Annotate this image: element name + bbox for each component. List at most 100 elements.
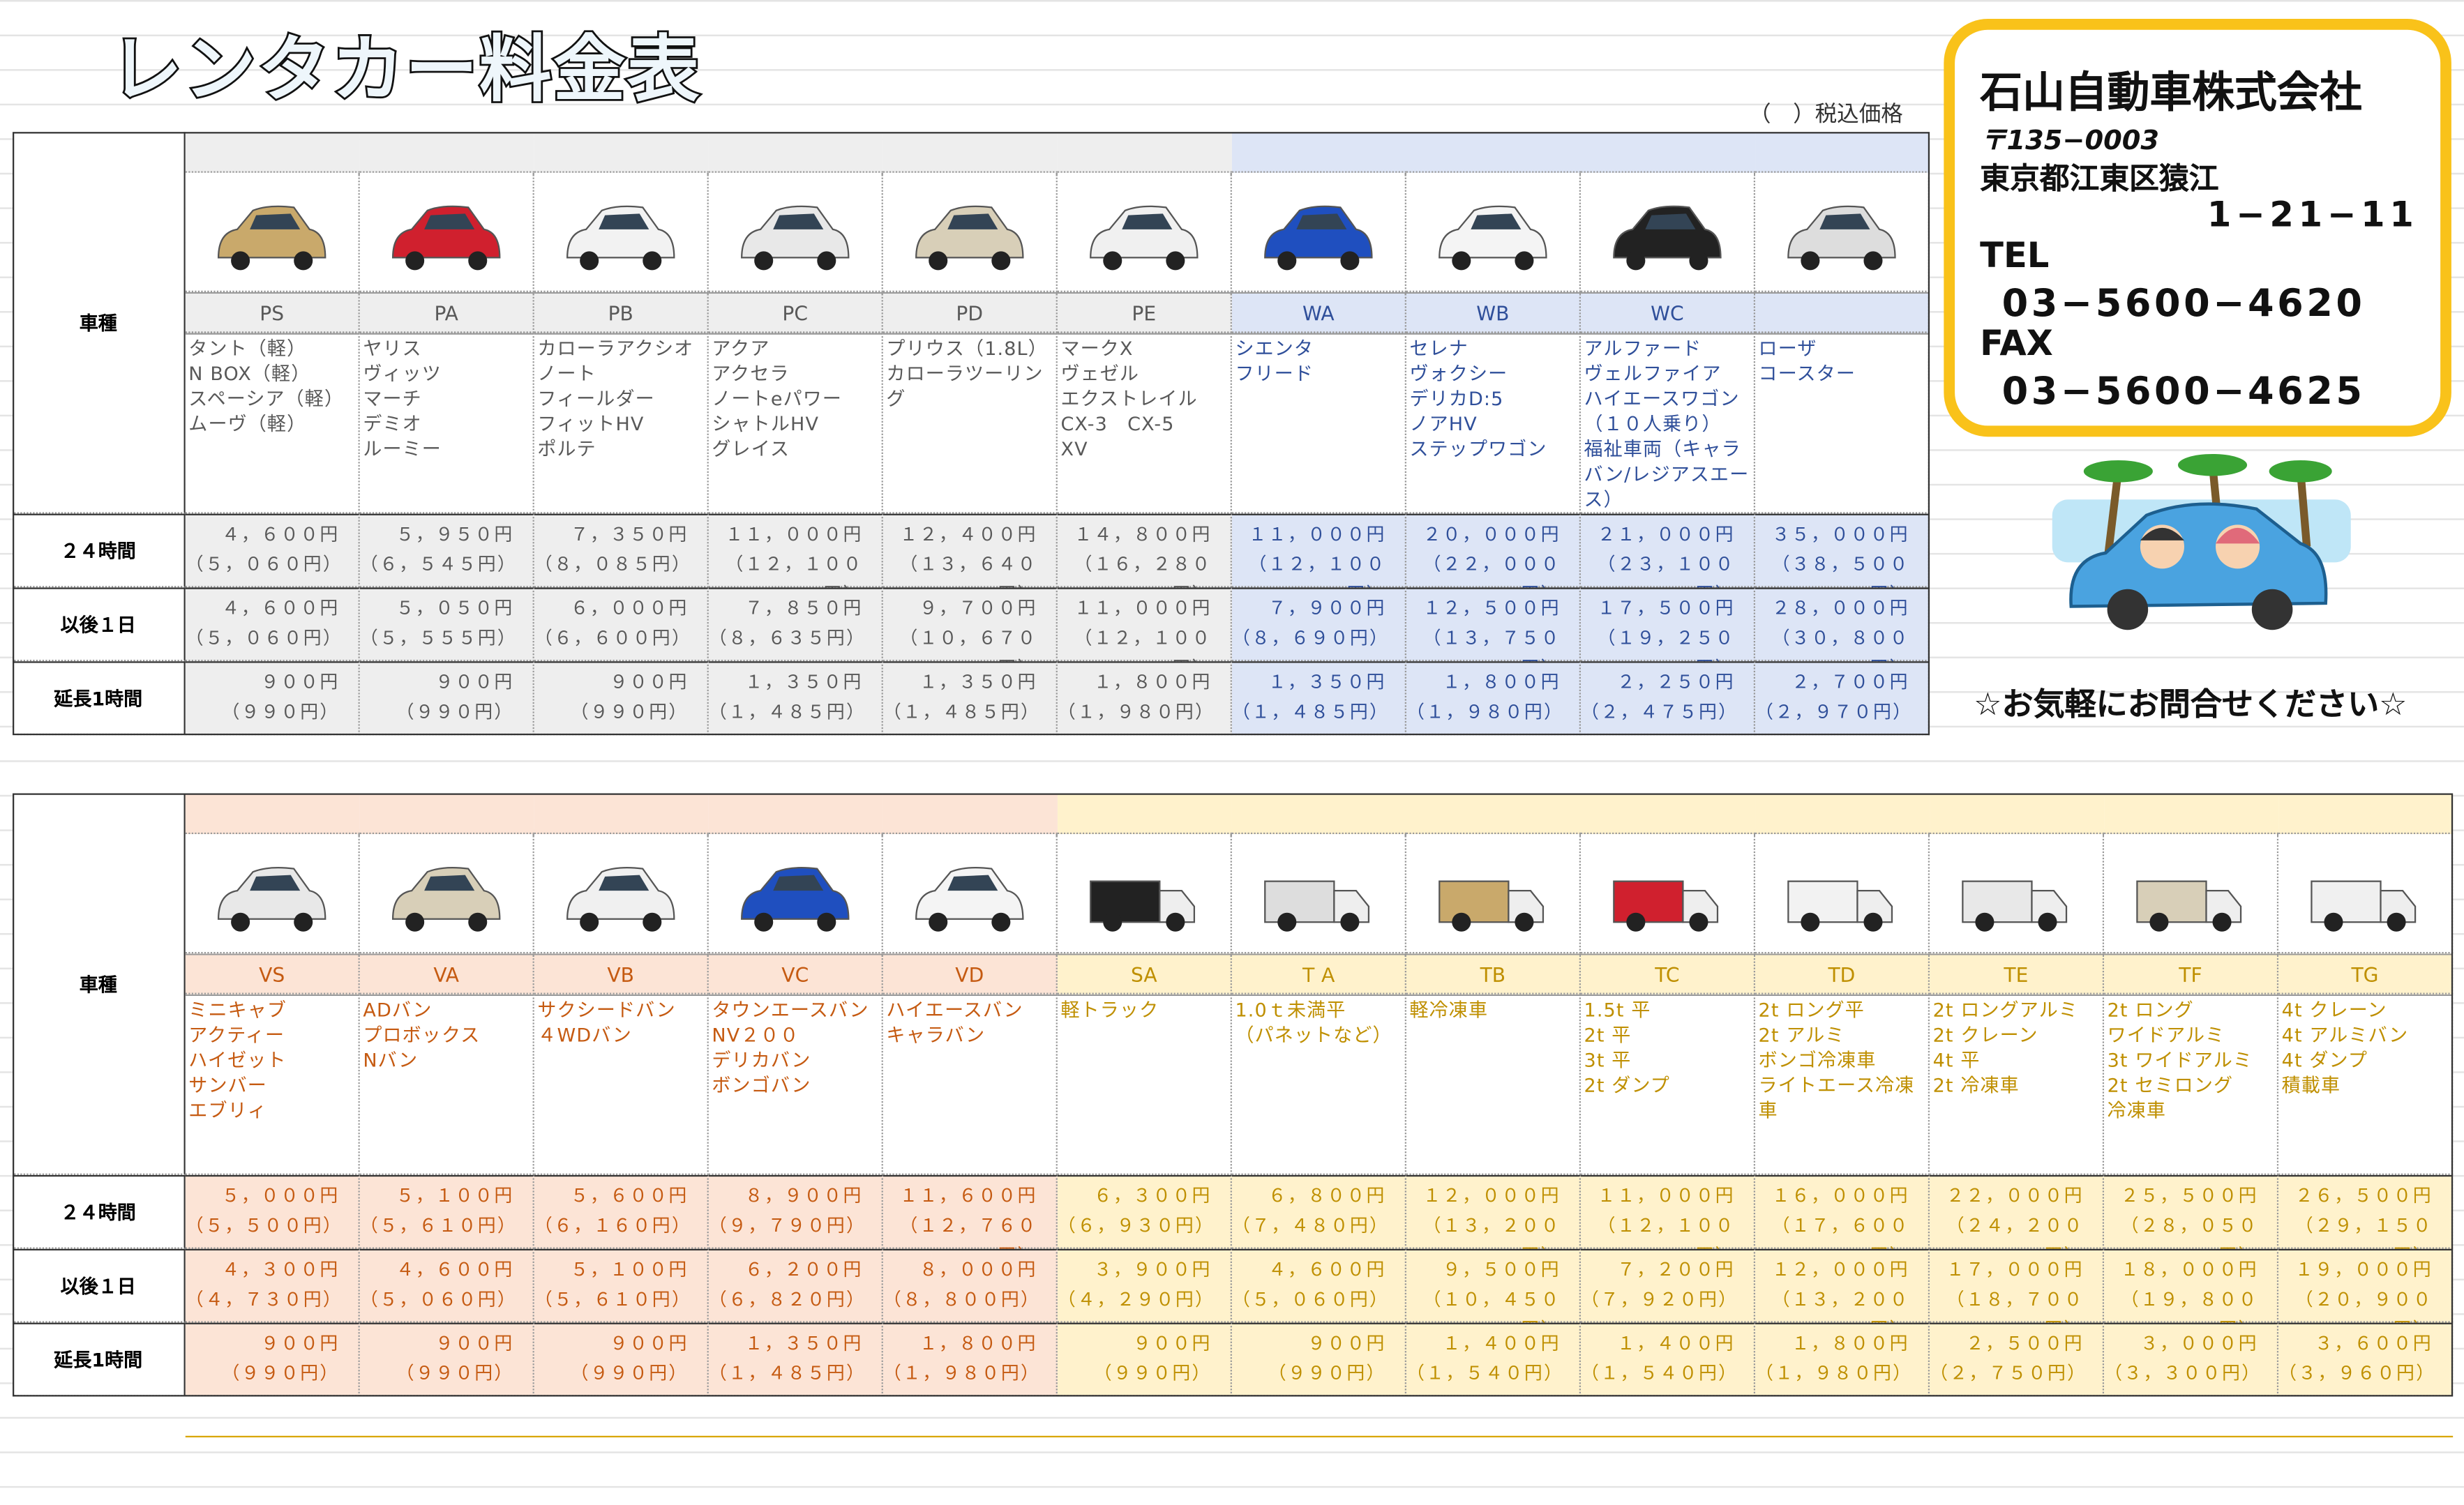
model-list: ミニキャブ アクティー ハイゼット サンバー エブリィ xyxy=(185,994,360,1175)
rate-cell: ５，１００円 （５，６１０円） xyxy=(359,1174,534,1249)
price-with-tax: （９９０円） xyxy=(396,1361,514,1384)
model-name: XV xyxy=(1060,438,1088,460)
rate-cell: ５，０５０円 （５，５５５円） xyxy=(359,587,534,662)
price-with-tax: （１，４８５円） xyxy=(708,1361,866,1384)
vehicle-code: PS xyxy=(185,292,360,333)
model-name: 福祉車両（キャラバン/レジアスエース） xyxy=(1584,438,1750,511)
rate-cell: ９００円 （９９０円） xyxy=(534,661,709,736)
price-with-tax: （５，６１０円） xyxy=(534,1288,692,1310)
model-name: ADバン xyxy=(363,999,433,1022)
model-name: キャラバン xyxy=(886,1024,986,1047)
rate-cell: １１，０００円（１２，１００円） xyxy=(1581,1174,1756,1266)
header-strip xyxy=(882,132,1058,173)
model-name: 4t アルミバン xyxy=(2281,1024,2409,1047)
rate-cell: ５，６００円 （６，１６０円） xyxy=(534,1174,709,1249)
model-name: 2t セミロング xyxy=(2107,1074,2234,1097)
model-name: 4t クレーン xyxy=(2281,999,2387,1022)
price: ９００円 xyxy=(1133,1332,1212,1354)
price: ４，３００円 xyxy=(221,1258,340,1280)
rate-cell: １９，０００円（２０，９００円） xyxy=(2278,1248,2454,1340)
vehicle-code xyxy=(1755,292,1930,333)
model-list: ADバン プロボックス Nバン xyxy=(359,994,534,1175)
price: ９００円 xyxy=(435,670,514,693)
model-name: 2t ダンプ xyxy=(1584,1074,1670,1097)
row-label: 以後１日 xyxy=(13,1248,186,1323)
header-strip xyxy=(708,793,883,835)
rate-cell: ２２，０００円（２４，２００円） xyxy=(1930,1174,2105,1266)
model-name: ノアHV xyxy=(1409,413,1478,435)
model-list: アクア アクセラ ノートeパワー シャトルHV グレイス xyxy=(708,333,883,514)
price: ５，１００円 xyxy=(396,1184,514,1207)
rate-cell: ４，６００円 （５，０６０円） xyxy=(1231,1248,1406,1323)
price: ８，９００円 xyxy=(744,1184,863,1207)
rate-cell: ２０，０００円 （２２，０００円） xyxy=(1406,513,1582,605)
model-name: ヤリス xyxy=(363,338,422,360)
header-strip xyxy=(1231,132,1406,173)
row-label: 車種 xyxy=(13,793,186,1175)
car-photo xyxy=(1231,834,1406,954)
car-photo xyxy=(882,172,1058,292)
model-name: スペーシア（軽） xyxy=(188,388,345,410)
model-name: 4t ダンプ xyxy=(2281,1049,2368,1072)
illustration xyxy=(2052,453,2351,630)
price-with-tax: （８，８００円） xyxy=(882,1288,1041,1310)
row-label: ２４時間 xyxy=(13,513,186,588)
model-list: アルファード ヴェルファイア ハイエースワゴン（１０人乗り） 福祉車両（キャラバン/レ… xyxy=(1581,333,1756,514)
model-name: デリカバン xyxy=(712,1049,811,1072)
header-strip xyxy=(882,793,1058,835)
model-name: シエンタ xyxy=(1235,338,1314,360)
model-list: カローラアクシオ ノート フィールダー フィットHV ポルテ xyxy=(534,333,709,514)
model-name: デリカD:5 xyxy=(1409,388,1504,410)
vehicle-code: PA xyxy=(359,292,534,333)
model-name: ムーヴ（軽） xyxy=(188,413,307,435)
rate-cell: ９００円 （９９０円） xyxy=(185,661,360,736)
rate-cell: ２，２５０円 （２，４７５円） xyxy=(1581,661,1756,736)
price: ９，５００円 xyxy=(1442,1258,1561,1280)
price: ４，６００円 xyxy=(396,1258,514,1280)
rate-cell: １，４００円 （１，５４０円） xyxy=(1581,1322,1756,1397)
price: １，３５０円 xyxy=(919,670,1037,693)
model-name: アクティー xyxy=(188,1024,285,1047)
rate-cell: ４，３００円 （４，７３０円） xyxy=(185,1248,360,1323)
header-strip xyxy=(359,132,534,173)
rate-cell: １１，０００円（１２，１００円） xyxy=(1057,587,1232,679)
rate-cell: ５，１００円 （５，６１０円） xyxy=(534,1248,709,1323)
rate-cell: １１，０００円（１２，１００円） xyxy=(708,513,883,605)
header-strip xyxy=(1755,132,1930,173)
model-name: 1.0ｔ未満平 xyxy=(1235,999,1346,1022)
header-strip xyxy=(534,793,709,835)
price-with-tax: （９９０円） xyxy=(396,700,514,723)
model-list: 2t ロングアルミ 2t クレーン 4t 平 2t 冷凍車 xyxy=(1930,994,2105,1175)
price-with-tax: （５，０６０円） xyxy=(185,626,343,649)
rate-cell: ９００円 （９９０円） xyxy=(1231,1322,1406,1397)
model-name: ローザ xyxy=(1758,338,1817,360)
model-name: 2t 平 xyxy=(1584,1024,1632,1047)
model-list: 軽冷凍車 xyxy=(1406,994,1582,1175)
price-with-tax: （９９０円） xyxy=(221,700,340,723)
model-name: 4t 平 xyxy=(1932,1049,1981,1072)
price: ２，２５０円 xyxy=(1616,670,1735,693)
header-strip xyxy=(359,793,534,835)
price: １，３５０円 xyxy=(1268,670,1386,693)
rate-cell: ２，７００円 （２，９７０円） xyxy=(1755,661,1930,736)
model-name: デミオ xyxy=(363,413,422,435)
rate-cell: ８，０００円 （８，８００円） xyxy=(882,1248,1058,1323)
price: ９００円 xyxy=(260,1332,340,1354)
rate-cell: ５，０００円 （５，５００円） xyxy=(185,1174,360,1249)
model-name: アクセラ xyxy=(712,363,790,385)
rate-cell: ４，６００円 （５，０６０円） xyxy=(359,1248,534,1323)
model-name: カローラアクシオ xyxy=(537,338,694,360)
price: ５，９５０円 xyxy=(396,523,514,545)
model-name: CX-3 CX-5 xyxy=(1060,413,1175,435)
vehicle-code: TG xyxy=(2278,953,2454,994)
model-name: コースター xyxy=(1758,363,1856,385)
model-list: サクシードバン ４WDバン xyxy=(534,994,709,1175)
model-name: 3t 平 xyxy=(1584,1049,1632,1072)
price-with-tax: （５，６１０円） xyxy=(359,1214,518,1236)
price-with-tax: （１，５４０円） xyxy=(1406,1361,1564,1384)
car-photo xyxy=(2278,834,2454,954)
header-strip xyxy=(1406,132,1582,173)
header-strip xyxy=(1057,793,1232,835)
model-list: ハイエースバン キャラバン xyxy=(882,994,1058,1175)
